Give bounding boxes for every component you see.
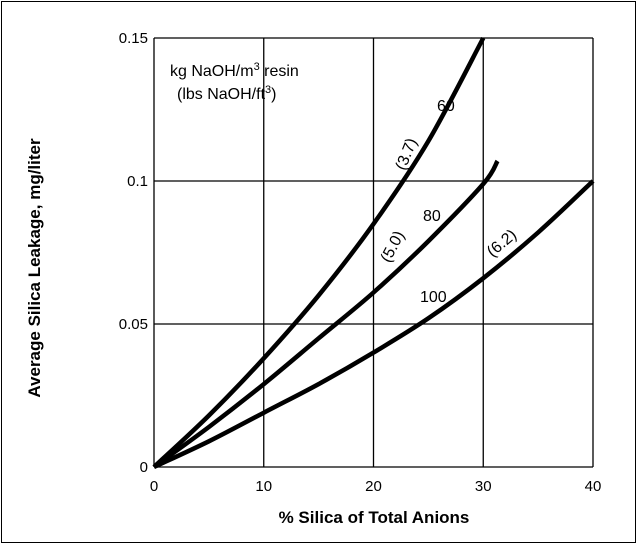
curve-60-label: 60 — [437, 98, 455, 115]
curve-60-alt-label: (3.7) — [393, 136, 421, 173]
y-tick-label-2: 0.1 — [127, 173, 148, 190]
curve-100-label: 100 — [420, 289, 447, 306]
curve-80-alt-label: (5.0) — [378, 228, 408, 265]
x-tick-label-1: 10 — [255, 478, 272, 495]
grid-lines — [153, 37, 594, 468]
x-tick-label-4: 40 — [585, 478, 602, 495]
y-axis-title: Average Silica Leakage, mg/liter — [25, 138, 44, 398]
y-tick-label-0: 0 — [140, 459, 148, 476]
series-lines — [152, 36, 595, 470]
y-tick-label-3: 0.15 — [119, 30, 148, 47]
series-line-60 — [152, 36, 486, 469]
series-line-80 — [152, 159, 500, 469]
x-tick-label-2: 20 — [365, 478, 382, 495]
y-tick-label-1: 0.05 — [119, 316, 148, 333]
x-axis-title: % Silica of Total Anions — [279, 508, 470, 527]
x-tick-label-0: 0 — [150, 478, 158, 495]
series-line-100 — [153, 179, 595, 470]
tick-labels: 0 10 20 30 40 0 0.05 0.1 0.15 — [119, 30, 602, 495]
x-tick-label-3: 30 — [475, 478, 492, 495]
legend-line-2: (lbs NaOH/ft3) — [177, 84, 276, 103]
curve-80-label: 80 — [423, 208, 441, 225]
legend-line-1: kg NaOH/m3 resin — [170, 61, 299, 80]
